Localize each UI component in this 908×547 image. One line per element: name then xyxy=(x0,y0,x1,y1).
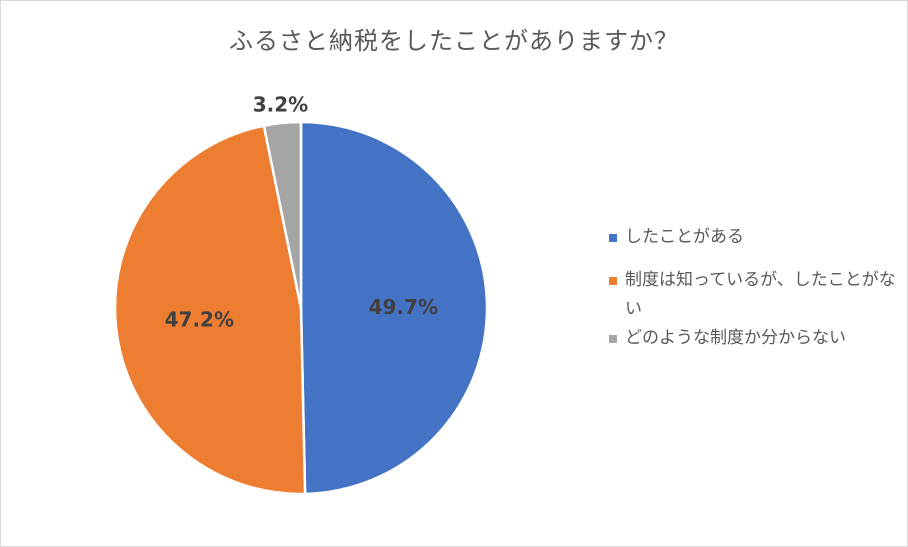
chart-title: ふるさと納税をしたことがありますか？ xyxy=(229,27,679,55)
label-did: 49.7% xyxy=(369,295,438,319)
legend-item-know-not-done: 制度は知っているが、したことがない xyxy=(607,266,902,324)
slice-know-not-done xyxy=(113,124,307,496)
legend-label-dont-know: どのような制度か分からない xyxy=(625,328,846,348)
label-know-not-done: 47.2% xyxy=(165,307,234,331)
legend-item-dont-know: どのような制度か分からない xyxy=(607,324,902,353)
pie-slices xyxy=(113,120,489,496)
legend-item-did: したことがある xyxy=(607,223,902,252)
legend-swatch-dont-know xyxy=(609,335,617,343)
data-labels: 49.7% 47.2% 3.2% xyxy=(165,92,438,331)
legend-label-know-not-done: 制度は知っているが、したことがない xyxy=(625,270,896,319)
slice-dont-know xyxy=(262,120,303,310)
legend-swatch-did xyxy=(609,234,617,242)
legend: したことがある 制度は知っているが、したことがない どのような制度か分からない xyxy=(607,223,902,353)
legend-label-did: したことがある xyxy=(625,227,744,247)
label-dont-know: 3.2% xyxy=(253,92,308,116)
slice-did xyxy=(299,120,489,496)
legend-swatch-know-not-done xyxy=(609,277,617,285)
